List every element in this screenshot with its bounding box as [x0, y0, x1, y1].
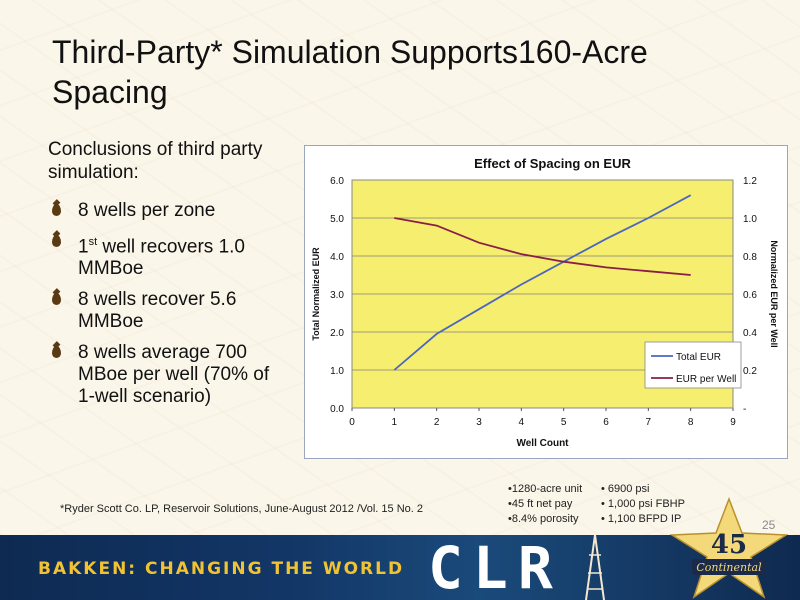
series-line-eur-per-well [394, 217, 691, 276]
y-left-tick-label: 5.0 [330, 214, 344, 225]
y-right-tick-label: - [743, 404, 746, 415]
oil-drop-icon [52, 346, 61, 359]
legend-label: Total EUR [676, 352, 721, 363]
y-right-tick-label: 0.2 [743, 366, 757, 377]
x-tick-label: 7 [646, 417, 652, 428]
fact-item: • 1,000 psi FBHP [601, 498, 685, 510]
y-right-tick-label: 0.6 [743, 290, 757, 301]
conclusions-list: 8 wells per zone 1st well recovers 1.0 M… [50, 200, 290, 417]
anniversary-star-logo: 45 Continental [669, 497, 789, 599]
x-tick-label: 8 [688, 417, 694, 428]
y-right-tick-label: 0.8 [743, 252, 757, 263]
fact-item: •45 ft net pay [508, 498, 573, 510]
oil-drop-icon [52, 204, 61, 216]
legend-box [644, 341, 742, 389]
y-left-tick-label: 4.0 [330, 252, 344, 263]
y-left-tick-label: 1.0 [330, 366, 344, 377]
bullet-text: 8 wells per zone [78, 200, 216, 221]
x-axis-label: Well Count [516, 438, 569, 449]
facts-right: • 6900 psi • 1,000 psi FBHP • 1,100 BFPD… [601, 482, 685, 527]
bullet-item: 8 wells recover 5.6 MMBoe [50, 289, 290, 333]
facts-left: •1280-acre unit •45 ft net pay •8.4% por… [508, 482, 582, 527]
bullet-item: 8 wells per zone [50, 200, 290, 222]
y-right-tick-label: 1.2 [743, 176, 757, 187]
x-tick-label: 9 [730, 417, 736, 428]
footer-banner: BAKKEN: CHANGING THE WORLD CLR [0, 535, 800, 600]
y-right-tick-label: 0.4 [743, 328, 757, 339]
x-tick-label: 2 [434, 417, 440, 428]
oil-drop-icon [52, 235, 61, 247]
slide-title: Third-Party* Simulation Supports160-Acre… [52, 34, 648, 110]
badge-word: Continental [696, 561, 762, 574]
intro-text: Conclusions of third party simulation: [48, 139, 263, 183]
badge-number: 45 [711, 530, 747, 560]
bullet-superscript: st [88, 236, 98, 248]
chart-title: Effect of Spacing on EUR [474, 156, 631, 171]
eur-chart: 0.0 1.0 2.0 3.0 4.0 5.0 6.0 - 0.2 0.4 0.6 0.8 1.0 1.2… [304, 145, 788, 459]
page-number: 25 [762, 518, 776, 532]
x-tick-label: 3 [476, 417, 482, 428]
clr-logo: CLR [428, 535, 563, 600]
y-left-tick-label: 3.0 [330, 290, 344, 301]
bullet-text: 8 wells average 700 MBoe per well (70% o… [78, 342, 270, 408]
series-line-total-eur [393, 194, 692, 371]
x-tick-label: 1 [392, 417, 398, 428]
x-tick-label: 6 [603, 417, 609, 428]
legend-label: EUR per Well [676, 374, 736, 385]
bullet-item: 1st well recovers 1.0 MMBoe [50, 231, 290, 280]
y-left-tick-label: 0.0 [330, 404, 344, 415]
drilling-rig-icon [585, 535, 605, 600]
y-right-axis-label: Normalized EUR per Well [769, 240, 779, 347]
bullet-item: 8 wells average 700 MBoe per well (70% o… [50, 342, 290, 408]
fact-item: • 1,100 BFPD IP [601, 513, 682, 525]
chart-svg: 0.0 1.0 2.0 3.0 4.0 5.0 6.0 - 0.2 0.4 0.6 0.8 1.0 1.2… [311, 156, 779, 449]
y-left-tick-label: 6.0 [330, 176, 344, 187]
x-tick-label: 5 [561, 417, 567, 428]
footnote: *Ryder Scott Co. LP, Reservoir Solutions… [60, 503, 423, 515]
y-right-tick-label: 1.0 [743, 214, 757, 225]
y-left-tick-label: 2.0 [330, 328, 344, 339]
bullet-text: 1 [78, 236, 89, 258]
fact-item: •8.4% porosity [508, 513, 579, 525]
x-tick-label: 0 [349, 417, 355, 428]
banner-slogan: BAKKEN: CHANGING THE WORLD [38, 559, 405, 579]
fact-item: •1280-acre unit [508, 483, 583, 495]
oil-drop-icon [52, 293, 61, 306]
bullet-text-rest: well recovers 1.0 MMBoe [78, 236, 245, 280]
bullet-text: 8 wells recover 5.6 MMBoe [78, 289, 237, 333]
fact-item: • 6900 psi [601, 483, 650, 495]
x-tick-label: 4 [519, 417, 525, 428]
y-left-axis-label: Total Normalized EUR [311, 247, 321, 341]
